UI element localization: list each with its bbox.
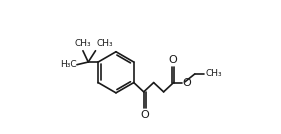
Text: O: O (140, 110, 149, 120)
Text: CH₃: CH₃ (96, 39, 113, 48)
Text: O: O (168, 55, 177, 65)
Text: CH₃: CH₃ (205, 69, 222, 79)
Text: CH₃: CH₃ (74, 39, 91, 48)
Text: H₃C: H₃C (60, 60, 76, 69)
Text: O: O (183, 78, 191, 88)
